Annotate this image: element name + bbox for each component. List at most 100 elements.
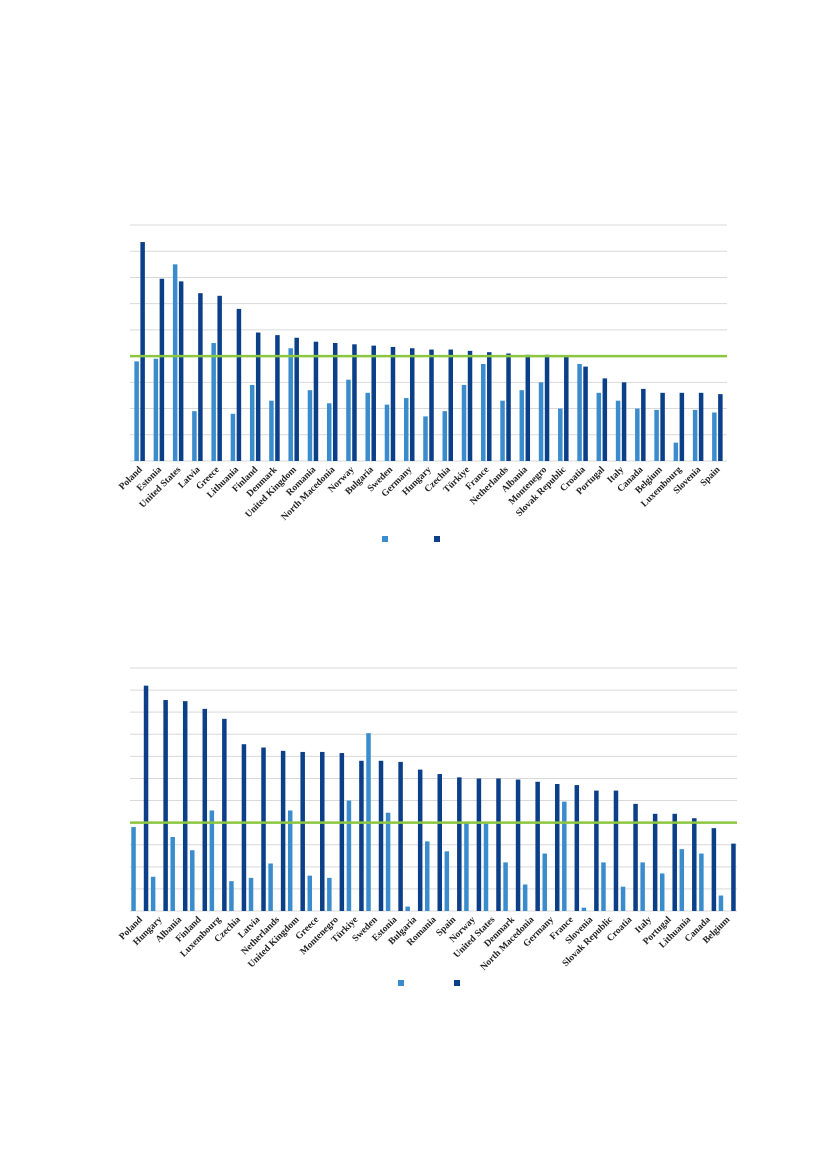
bar-series-2-denmark xyxy=(515,779,521,911)
bar-series-1-finland xyxy=(190,850,195,911)
bar-series-1-united-states xyxy=(483,823,489,911)
bar-series-2-portugal xyxy=(602,378,608,461)
bar-series-2-montenegro xyxy=(544,354,550,461)
bar-series-1-greece xyxy=(211,343,216,461)
bar-series-2-croatia xyxy=(583,366,588,461)
bar-series-1-montenegro xyxy=(538,382,544,461)
bar-series-2-norway xyxy=(476,778,482,911)
bar-series-1-lithuania xyxy=(679,849,685,911)
bar-series-1-france xyxy=(481,363,486,461)
bar-series-1-albania xyxy=(519,390,525,461)
bar-series-1-spain xyxy=(444,851,450,911)
bar-series-2-albania xyxy=(525,354,531,461)
bar-series-1-slovak-republic xyxy=(601,862,606,911)
bar-series-2-sweden xyxy=(378,760,384,911)
bar-series-2-bulgaria xyxy=(371,345,376,461)
bar-series-1-poland xyxy=(131,827,136,911)
bar-series-1-latvia xyxy=(248,877,254,911)
bar-series-2-sweden xyxy=(390,346,396,461)
legend-swatch-series-2 xyxy=(434,536,440,542)
bar-series-1-estonia xyxy=(385,812,391,911)
bar-series-1-finland xyxy=(249,384,255,461)
bar-chart-2: PolandHungaryAlbaniaFinlandLuxembourgCze… xyxy=(118,667,737,986)
bar-series-1-montenegro xyxy=(327,877,332,911)
bar-series-2-united-kingdom xyxy=(294,337,299,461)
bar-series-2-romania xyxy=(313,341,319,461)
bar-series-1-slovenia xyxy=(581,907,587,911)
legend xyxy=(382,536,440,542)
bar-series-1-poland xyxy=(134,361,139,461)
bar-series-2-luxembourg xyxy=(679,392,685,461)
bar-series-2-poland xyxy=(140,242,145,461)
bar-series-2-luxembourg xyxy=(222,718,227,911)
gridlines xyxy=(130,667,737,912)
bar-series-1-slovak-republic xyxy=(558,408,563,461)
bar-series-2-norway xyxy=(352,344,357,461)
bar-series-2-lithuania xyxy=(692,818,697,911)
bar-series-1-luxembourg xyxy=(673,442,679,461)
bar-series-2-italy xyxy=(621,382,627,461)
bar-series-1-t-rkiye xyxy=(461,384,467,461)
bar-series-2-estonia xyxy=(159,278,165,461)
bar-series-2-finland xyxy=(202,708,208,911)
bar-series-2-germany xyxy=(409,348,415,461)
bar-series-1-canada xyxy=(635,408,640,461)
bar-series-2-croatia xyxy=(633,803,638,911)
bar-series-1-germany xyxy=(542,853,547,911)
bar-series-2-italy xyxy=(652,813,658,911)
bar-series-2-slovak-republic xyxy=(564,356,569,461)
bar-series-2-greece xyxy=(320,751,325,911)
bar-series-1-sweden xyxy=(384,404,390,461)
bar-series-1-hungary xyxy=(150,876,156,911)
bar-series-1-croatia xyxy=(620,886,626,911)
bar-series-1-netherlands xyxy=(500,400,505,461)
bar-series-1-portugal xyxy=(596,392,602,461)
bar-series-2-portugal xyxy=(672,813,677,911)
bar-series-2-united-kingdom xyxy=(300,751,305,911)
bar-series-2-latvia xyxy=(261,747,266,911)
bar-series-1-t-rkiye xyxy=(346,800,352,911)
legend-swatch-series-2 xyxy=(454,980,460,986)
bar-series-1-hungary xyxy=(423,416,428,461)
bar-series-1-italy xyxy=(640,862,645,911)
bar-series-2-lithuania xyxy=(236,308,242,461)
bar-series-2-germany xyxy=(554,783,560,911)
bar-series-1-slovenia xyxy=(692,409,698,461)
bar-series-1-united-states xyxy=(172,264,178,461)
bar-series-1-north-macedonia xyxy=(326,403,332,461)
bar-series-1-spain xyxy=(712,412,717,461)
bar-series-2-finland xyxy=(255,332,261,461)
bar-series-2-latvia xyxy=(198,293,203,461)
legend-swatch-series-1 xyxy=(382,536,388,542)
bar-series-1-croatia xyxy=(577,363,582,461)
bar-series-2-estonia xyxy=(398,761,403,911)
bar-series-1-romania xyxy=(425,841,430,911)
bar-series-2-united-states xyxy=(496,778,501,911)
bar-series-1-denmark xyxy=(503,862,508,911)
bar-series-2-hungary xyxy=(429,349,434,461)
bar-series-1-italy xyxy=(615,400,621,461)
bar-series-2-czechia xyxy=(241,744,247,911)
bar-series-2-greece xyxy=(217,295,222,461)
bar-series-2-romania xyxy=(437,774,442,911)
legend xyxy=(398,980,460,986)
bar-series-2-t-rkiye xyxy=(467,350,473,461)
bar-series-2-netherlands xyxy=(280,750,286,911)
bar-series-1-norway xyxy=(464,822,469,911)
bars xyxy=(134,242,723,461)
bar-series-1-latvia xyxy=(192,411,197,461)
bar-series-2-france xyxy=(574,785,580,911)
bar-series-1-bulgaria xyxy=(365,392,370,461)
bar-series-1-norway xyxy=(346,379,351,461)
bar-series-1-albania xyxy=(170,836,175,911)
category-label: Spain xyxy=(699,465,723,489)
bar-series-2-slovak-republic xyxy=(613,790,619,911)
bar-series-1-denmark xyxy=(269,400,274,461)
bar-series-2-albania xyxy=(182,701,188,911)
bar-series-1-czechia xyxy=(442,411,448,461)
bar-series-2-france xyxy=(487,352,492,461)
bar-series-2-montenegro xyxy=(339,753,345,911)
bar-series-1-belgium xyxy=(718,895,724,911)
bar-series-2-poland xyxy=(143,685,149,911)
